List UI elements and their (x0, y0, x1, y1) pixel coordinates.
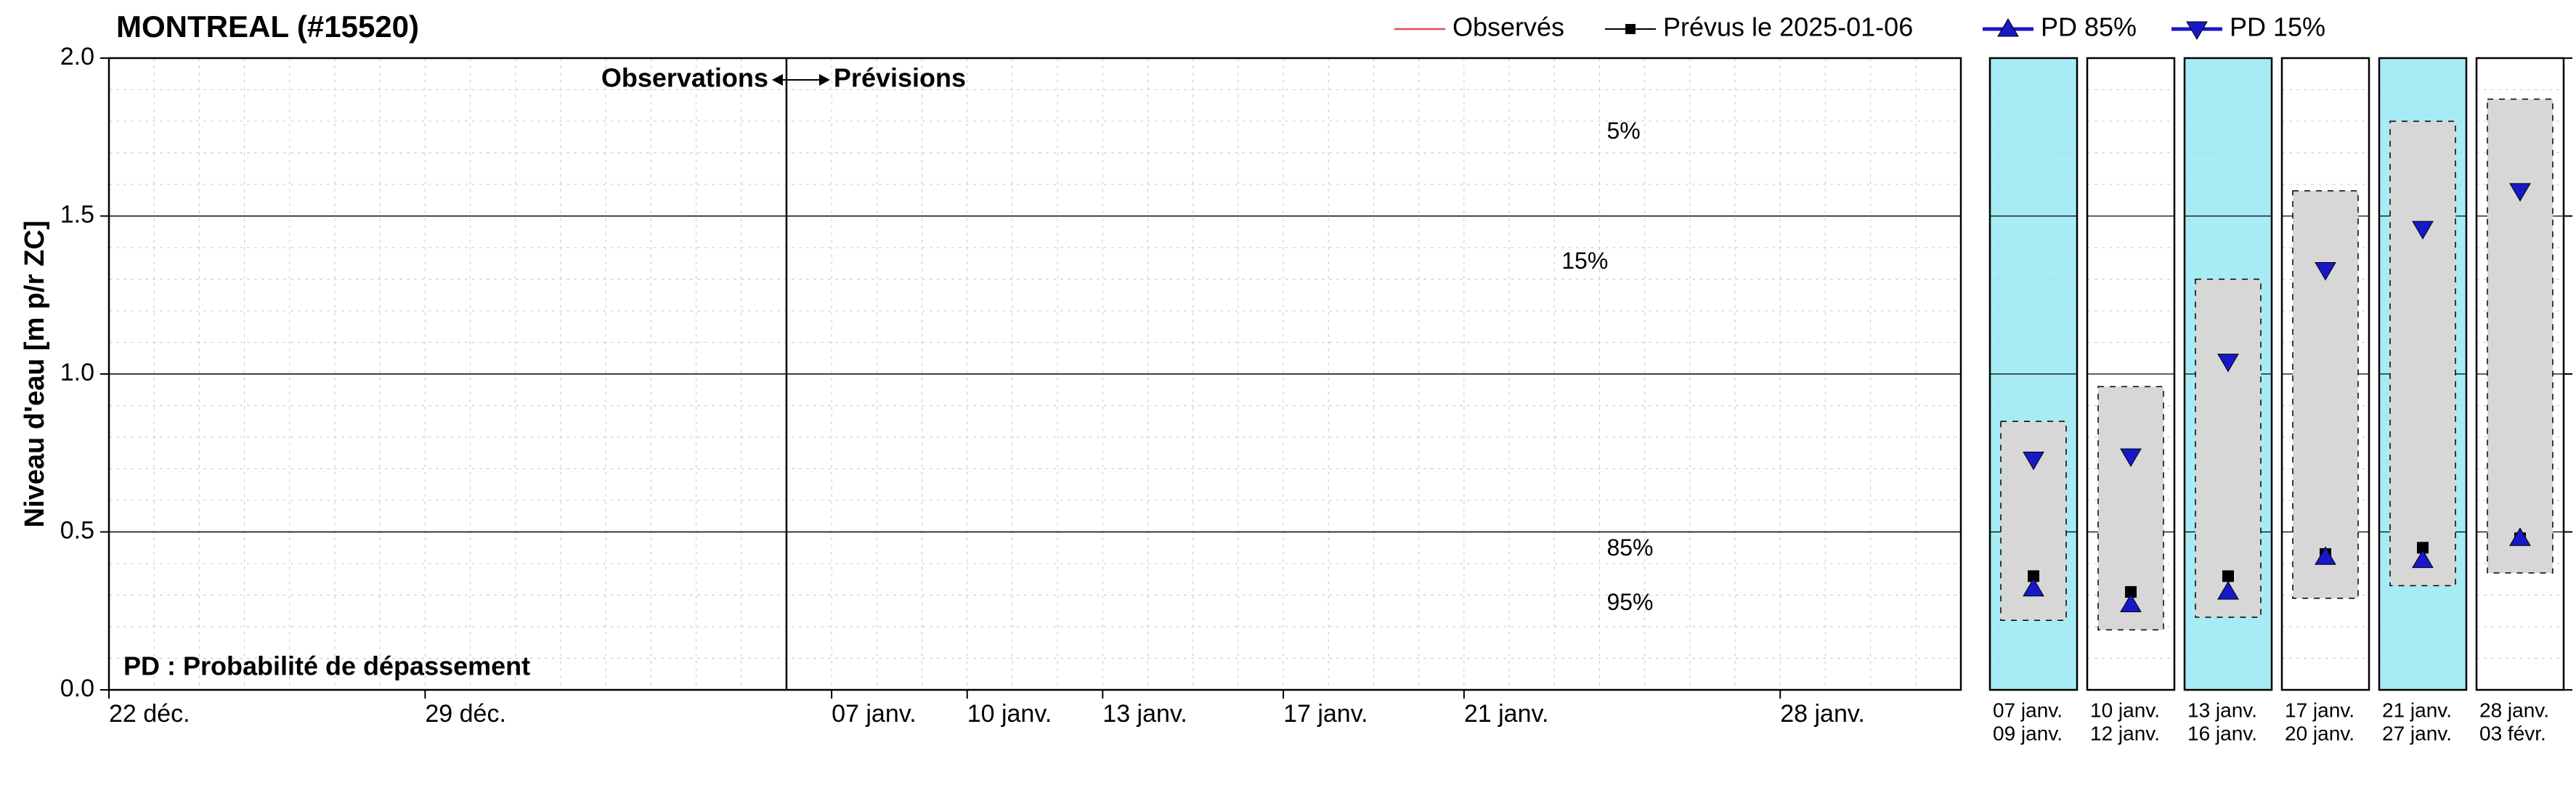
chart-title: MONTREAL (#15520) (116, 9, 419, 44)
legend: Observés Prévus le 2025-01-06 PD 85% PD 15% (1394, 12, 2325, 42)
panel-date-bottom: 09 janv. (1993, 722, 2063, 744)
pd15-line (787, 200, 1961, 495)
x-tick-label: 22 déc. (109, 700, 190, 728)
y-tick-label: 2.0 (60, 43, 94, 70)
x-tick-label: 21 janv. (1464, 700, 1549, 728)
p95-line (787, 484, 1961, 630)
panel-mean-marker (2222, 570, 2234, 582)
observed-line (109, 453, 787, 605)
y-axis-label: Niveau d'eau [m p/r ZC] (20, 221, 50, 528)
panel-date-bottom: 27 janv. (2382, 722, 2452, 744)
summary-panel: 13 janv.16 janv. (2185, 58, 2272, 744)
y-tick-label: 1.0 (60, 359, 94, 386)
legend-forecast: Prévus le 2025-01-06 (1663, 12, 1913, 42)
x-tick-label: 10 janv. (967, 700, 1052, 728)
x-tick-label: 17 janv. (1283, 700, 1368, 728)
panel-date-bottom: 03 févr. (2479, 722, 2546, 744)
pd-note: PD : Probabilité de dépassement (123, 651, 530, 681)
panel-date-top: 28 janv. (2479, 699, 2549, 721)
y-tick-label: 0.5 (60, 516, 94, 544)
panel-date-top: 07 janv. (1993, 699, 2063, 721)
summary-panel: 07 janv.09 janv. (1990, 58, 2077, 744)
p85-label: 85% (1606, 534, 1653, 561)
panel-date-bottom: 12 janv. (2090, 722, 2160, 744)
p5-label: 5% (1606, 118, 1640, 144)
summary-panel: 17 janv.20 janv. (2282, 58, 2369, 744)
legend-observed: Observés (1452, 12, 1564, 42)
x-tick-label: 29 déc. (425, 700, 506, 728)
x-tick-label: 07 janv. (832, 700, 917, 728)
panel-date-top: 21 janv. (2382, 699, 2452, 721)
panel-date-top: 10 janv. (2090, 699, 2160, 721)
y-tick-label: 0.0 (60, 675, 94, 702)
summary-panel: 21 janv.27 janv. (2379, 58, 2466, 744)
p95-label: 95% (1606, 589, 1653, 615)
main-plot: 5% 15% 85% 95% 0.0 0.5 1.0 1.5 2.0 22 déc. 29 déc.… (20, 9, 1961, 728)
panel-date-bottom: 20 janv. (2285, 722, 2354, 744)
x-tick-label: 28 janv. (1780, 700, 1865, 728)
observations-label: Observations (601, 63, 768, 93)
p15-label: 15% (1561, 248, 1608, 274)
panel-date-bottom: 16 janv. (2187, 722, 2257, 744)
y-tick-label: 1.5 (60, 200, 94, 228)
summary-panel: 28 janv.03 févr. (2477, 58, 2564, 744)
legend-pd15: PD 15% (2230, 12, 2325, 42)
x-tick-label: 13 janv. (1102, 700, 1187, 728)
legend-pd85: PD 85% (2041, 12, 2137, 42)
panel-date-top: 17 janv. (2285, 699, 2354, 721)
forecast-chart: 5% 15% 85% 95% 0.0 0.5 1.0 1.5 2.0 22 déc. 29 déc.… (0, 0, 2576, 785)
previsions-label: Prévisions (834, 63, 966, 93)
summary-panel: 10 janv.12 janv. (2087, 58, 2174, 744)
panel-date-top: 13 janv. (2187, 699, 2257, 721)
